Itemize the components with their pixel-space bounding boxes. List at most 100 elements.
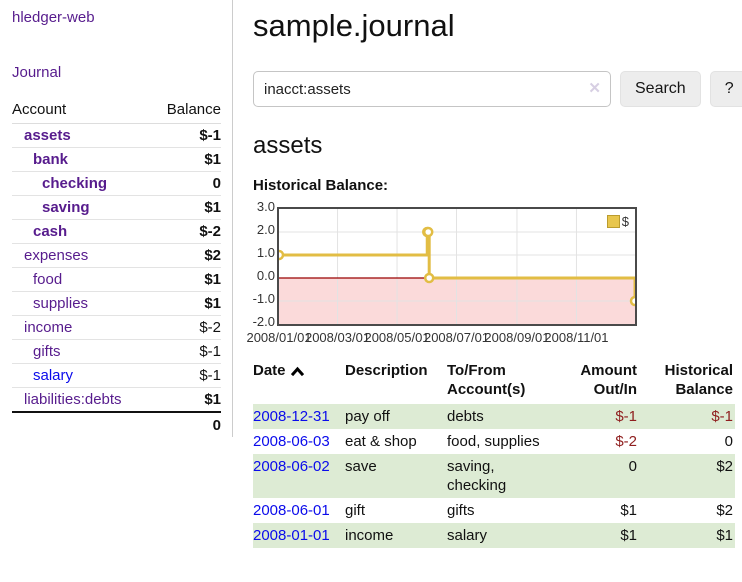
transaction-description: save bbox=[345, 458, 377, 475]
account-row: income $-2 bbox=[12, 315, 221, 340]
account-link-food[interactable]: food bbox=[33, 271, 63, 288]
transaction-accounts: saving, checking bbox=[447, 458, 507, 494]
x-axis-tick-label: 2008/03/01 bbox=[304, 330, 371, 345]
y-axis-tick-label: 2.0 bbox=[256, 222, 275, 237]
register-row: 2008-12-31 pay off debts $-1 $-1 bbox=[253, 404, 735, 429]
transaction-description: eat & shop bbox=[345, 433, 417, 450]
account-balance: $2 bbox=[151, 243, 221, 268]
account-link-salary[interactable]: salary bbox=[33, 367, 74, 384]
chart-label: Historical Balance: bbox=[253, 177, 389, 194]
y-axis-tick-label: -1.0 bbox=[252, 291, 275, 306]
accounts-table: Account Balance assets $-1 bank $1 checking 0… bbox=[12, 98, 221, 438]
account-link-liabilities-debts[interactable]: liabilities:debts bbox=[24, 391, 122, 408]
transaction-date-link[interactable]: 2008-06-01 bbox=[253, 502, 330, 519]
account-row: gifts $-1 bbox=[12, 339, 221, 364]
register-header-date[interactable]: Date bbox=[253, 359, 345, 404]
account-balance: $1 bbox=[151, 195, 221, 220]
account-row: salary $-1 bbox=[12, 363, 221, 388]
account-link-cash[interactable]: cash bbox=[33, 223, 68, 240]
register-row: 2008-06-02 save saving, checking 0 $2 bbox=[253, 454, 735, 498]
brand-link[interactable]: hledger-web bbox=[12, 9, 95, 26]
accounts-total-balance: 0 bbox=[151, 411, 221, 438]
legend-label: $ bbox=[621, 214, 629, 229]
sidebar: hledger-web Journal Account Balance asse… bbox=[0, 0, 233, 438]
transaction-amount: $1 bbox=[620, 502, 637, 519]
account-heading: assets bbox=[253, 132, 323, 159]
search-input[interactable] bbox=[253, 71, 611, 107]
register-table: Date Description To/From Account(s) Amou… bbox=[253, 359, 735, 548]
account-link-expenses[interactable]: expenses bbox=[24, 247, 89, 264]
main-content: sample.journal ✕ Search ? assets Histori… bbox=[233, 0, 742, 582]
register-row: 2008-06-03 eat & shop food, supplies $-2 0 bbox=[253, 429, 735, 454]
transaction-date-link[interactable]: 2008-06-02 bbox=[253, 458, 330, 475]
account-row: liabilities:debts $1 bbox=[12, 387, 221, 413]
transaction-amount: $-1 bbox=[615, 408, 637, 425]
chart-canvas bbox=[279, 209, 635, 324]
chart-legend: $ bbox=[605, 214, 630, 229]
account-link-assets[interactable]: assets bbox=[24, 127, 71, 144]
account-link-gifts[interactable]: gifts bbox=[33, 343, 61, 360]
account-balance: $1 bbox=[151, 387, 221, 413]
account-balance: $1 bbox=[151, 291, 221, 316]
register-row: 2008-01-01 income salary $1 $1 bbox=[253, 523, 735, 548]
historical-balance-chart[interactable]: $ 3.0 2.0 1.0 0.0 -1.0 -2.0 2008/01/01 2008/03/… bbox=[246, 200, 742, 345]
transaction-accounts: debts bbox=[447, 408, 484, 425]
clear-search-icon[interactable]: ✕ bbox=[588, 80, 601, 97]
account-balance: $-1 bbox=[151, 123, 221, 148]
account-row: saving $1 bbox=[12, 195, 221, 220]
account-balance: $1 bbox=[151, 267, 221, 292]
chart-plot-area: $ bbox=[277, 207, 637, 326]
legend-swatch-icon bbox=[606, 215, 620, 228]
help-button[interactable]: ? bbox=[709, 71, 742, 107]
y-axis-tick-label: 1.0 bbox=[256, 245, 275, 260]
account-link-income[interactable]: income bbox=[24, 319, 73, 336]
account-link-supplies[interactable]: supplies bbox=[33, 295, 89, 312]
account-row: supplies $1 bbox=[12, 291, 221, 316]
accounts-header-balance: Balance bbox=[151, 98, 221, 124]
transaction-balance: $1 bbox=[716, 527, 733, 544]
y-axis-tick-label: -2.0 bbox=[252, 314, 275, 329]
register-header-amount: Amount Out/In bbox=[580, 362, 637, 398]
nav-journal-link[interactable]: Journal bbox=[12, 64, 62, 81]
x-axis-tick-label: 2008/09/01 bbox=[484, 330, 550, 345]
y-axis-tick-label: 3.0 bbox=[256, 199, 275, 214]
search-button[interactable]: Search bbox=[620, 71, 701, 107]
register-header-balance: Historical Balance bbox=[664, 362, 733, 398]
register-header-accounts: To/From Account(s) bbox=[447, 362, 526, 398]
search-bar: ✕ Search ? bbox=[253, 71, 742, 107]
x-axis-tick-label: 2008/01/01 bbox=[246, 330, 312, 345]
y-axis-tick-label: 0.0 bbox=[256, 268, 275, 283]
transaction-accounts: salary bbox=[447, 527, 488, 544]
accounts-total-row: 0 bbox=[12, 411, 221, 438]
register-row: 2008-06-01 gift gifts $1 $2 bbox=[253, 498, 735, 523]
transaction-balance: $2 bbox=[716, 458, 733, 475]
account-balance: $-2 bbox=[151, 315, 221, 340]
transaction-balance: 0 bbox=[724, 433, 733, 450]
transaction-date-link[interactable]: 2008-12-31 bbox=[253, 408, 330, 425]
account-link-bank[interactable]: bank bbox=[33, 151, 69, 168]
transaction-description: gift bbox=[345, 502, 366, 519]
account-row: checking 0 bbox=[12, 171, 221, 196]
transaction-amount: 0 bbox=[628, 458, 637, 475]
transaction-description: income bbox=[345, 527, 394, 544]
account-row: cash $-2 bbox=[12, 219, 221, 244]
account-balance: 0 bbox=[151, 171, 221, 196]
x-axis-tick-label: 2008/07/01 bbox=[423, 330, 490, 345]
transaction-date-link[interactable]: 2008-01-01 bbox=[253, 527, 330, 544]
register-header-description: Description bbox=[345, 362, 428, 379]
account-balance: $1 bbox=[151, 147, 221, 172]
transaction-balance: $2 bbox=[716, 502, 733, 519]
transaction-description: pay off bbox=[345, 408, 390, 425]
x-axis-tick-label: 2008/11/01 bbox=[544, 330, 609, 345]
accounts-header-account: Account bbox=[12, 98, 152, 124]
sort-ascending-icon bbox=[290, 366, 304, 377]
account-balance: $-2 bbox=[151, 219, 221, 244]
transaction-accounts: gifts bbox=[447, 502, 475, 519]
account-row: assets $-1 bbox=[12, 123, 221, 148]
x-axis-tick-label: 2008/05/01 bbox=[364, 330, 430, 345]
account-row: food $1 bbox=[12, 267, 221, 292]
account-link-checking[interactable]: checking bbox=[42, 175, 108, 192]
account-row: bank $1 bbox=[12, 147, 221, 172]
transaction-date-link[interactable]: 2008-06-03 bbox=[253, 433, 330, 450]
account-link-saving[interactable]: saving bbox=[42, 199, 90, 216]
